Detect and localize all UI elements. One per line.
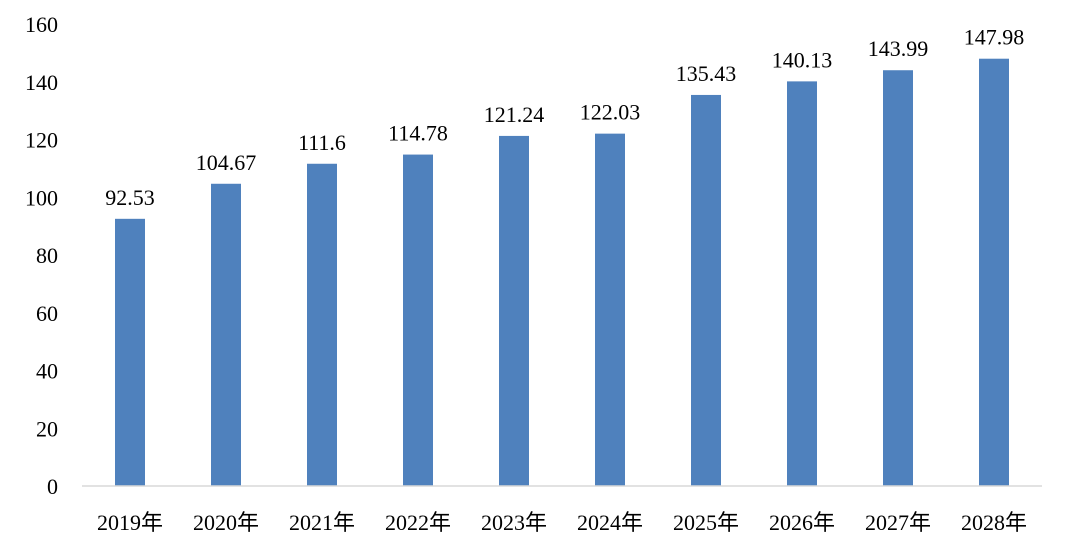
data-label: 114.78	[388, 121, 448, 146]
y-tick-label: 80	[36, 243, 58, 268]
bar	[499, 135, 529, 486]
bar	[115, 218, 145, 486]
bar	[307, 163, 337, 486]
data-label: 122.03	[580, 100, 641, 125]
y-tick-label: 120	[25, 128, 58, 153]
bar	[883, 70, 913, 486]
x-tick-label: 2024年	[577, 510, 643, 535]
x-axis-ticks: 2019年 2020年 2021年 2022年 2023年 2024年 2025年 2026年…	[97, 510, 1027, 535]
data-label: 92.53	[105, 185, 155, 210]
y-tick-label: 60	[36, 301, 58, 326]
y-tick-label: 160	[25, 12, 58, 37]
x-tick-label: 2027年	[865, 510, 931, 535]
bar	[979, 58, 1009, 486]
bar	[211, 183, 241, 486]
x-tick-label: 2023年	[481, 510, 547, 535]
y-tick-label: 40	[36, 359, 58, 384]
x-tick-label: 2019年	[97, 510, 163, 535]
data-label: 135.43	[676, 61, 737, 86]
y-tick-label: 100	[25, 185, 58, 210]
data-label: 121.24	[484, 102, 545, 127]
bar	[787, 81, 817, 486]
x-tick-label: 2021年	[289, 510, 355, 535]
x-tick-label: 2028年	[961, 510, 1027, 535]
x-tick-label: 2025年	[673, 510, 739, 535]
data-label: 104.67	[196, 150, 257, 175]
bar-series	[115, 58, 1009, 487]
x-tick-label: 2026年	[769, 510, 835, 535]
y-tick-label: 20	[36, 416, 58, 441]
x-tick-label: 2022年	[385, 510, 451, 535]
data-label: 111.6	[298, 130, 346, 155]
data-labels: 92.53 104.67 111.6 114.78 121.24 122.03 135.43…	[105, 25, 1024, 210]
bar	[691, 94, 721, 487]
bar	[403, 154, 433, 486]
data-label: 143.99	[868, 36, 929, 61]
y-tick-label: 0	[47, 474, 58, 499]
data-label: 147.98	[964, 25, 1025, 50]
data-label: 140.13	[772, 47, 833, 72]
bar	[595, 133, 625, 487]
x-tick-label: 2020年	[193, 510, 259, 535]
y-axis-ticks: 0 20 40 60 80 100 120 140 160	[25, 12, 58, 499]
y-tick-label: 140	[25, 70, 58, 95]
